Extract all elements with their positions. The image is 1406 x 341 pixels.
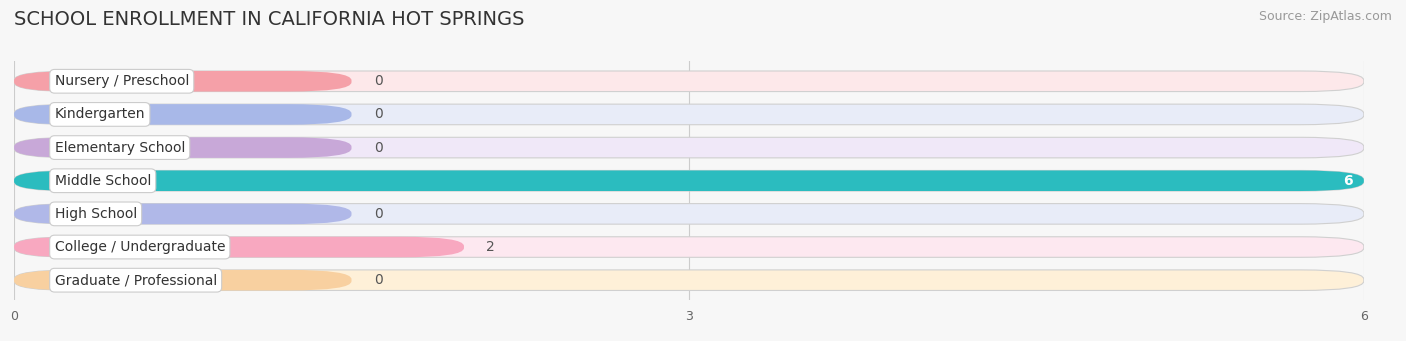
Text: Source: ZipAtlas.com: Source: ZipAtlas.com — [1258, 10, 1392, 23]
Text: College / Undergraduate: College / Undergraduate — [55, 240, 225, 254]
FancyBboxPatch shape — [14, 170, 1364, 191]
FancyBboxPatch shape — [14, 71, 352, 91]
Text: Nursery / Preschool: Nursery / Preschool — [55, 74, 188, 88]
Text: Graduate / Professional: Graduate / Professional — [55, 273, 217, 287]
FancyBboxPatch shape — [14, 170, 1364, 191]
FancyBboxPatch shape — [14, 237, 464, 257]
Text: Elementary School: Elementary School — [55, 140, 186, 154]
FancyBboxPatch shape — [14, 104, 352, 125]
Text: SCHOOL ENROLLMENT IN CALIFORNIA HOT SPRINGS: SCHOOL ENROLLMENT IN CALIFORNIA HOT SPRI… — [14, 10, 524, 29]
FancyBboxPatch shape — [14, 137, 352, 158]
FancyBboxPatch shape — [14, 237, 1364, 257]
FancyBboxPatch shape — [14, 204, 1364, 224]
Text: Middle School: Middle School — [55, 174, 150, 188]
FancyBboxPatch shape — [14, 137, 1364, 158]
FancyBboxPatch shape — [14, 204, 352, 224]
Text: Kindergarten: Kindergarten — [55, 107, 145, 121]
Text: 0: 0 — [374, 273, 382, 287]
Text: 0: 0 — [374, 140, 382, 154]
FancyBboxPatch shape — [14, 270, 352, 291]
FancyBboxPatch shape — [14, 104, 1364, 125]
Text: 0: 0 — [374, 74, 382, 88]
Text: 2: 2 — [486, 240, 495, 254]
Text: 0: 0 — [374, 207, 382, 221]
FancyBboxPatch shape — [14, 71, 1364, 91]
Text: 0: 0 — [374, 107, 382, 121]
Text: 6: 6 — [1343, 174, 1353, 188]
FancyBboxPatch shape — [14, 270, 1364, 291]
Text: High School: High School — [55, 207, 136, 221]
